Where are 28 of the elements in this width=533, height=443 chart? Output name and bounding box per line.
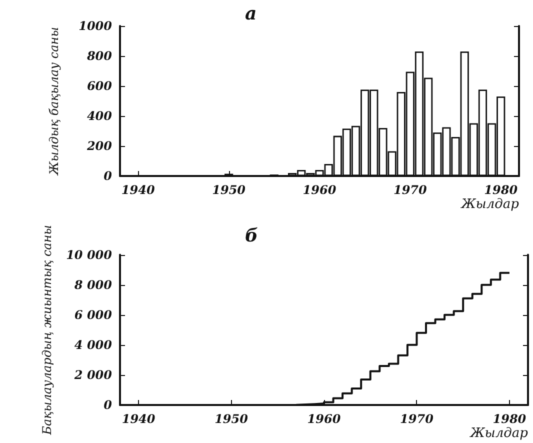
chart-title: а: [245, 4, 257, 24]
y-tick-label: 1000: [78, 19, 113, 33]
y-tick-label: 8 000: [73, 278, 113, 292]
y-tick-label: 200: [86, 139, 113, 153]
y-tick-label: 10 000: [66, 248, 113, 262]
x-tick-label: 1950: [212, 183, 246, 197]
y-tick-label: 0: [104, 398, 113, 412]
y-tick-label: 4 000: [74, 338, 113, 352]
x-tick-label: 1940: [122, 412, 156, 426]
chart-title: б: [245, 226, 258, 246]
x-tick-label: 1960: [302, 183, 337, 197]
x-tick-label: 1970: [400, 412, 434, 426]
y-tick-label: 6 000: [74, 308, 113, 322]
x-tick-label: 1970: [393, 183, 428, 197]
y-axis-title: Бақылаулардың жиынтық саны: [40, 225, 54, 436]
x-tick-label: 1980: [484, 183, 518, 197]
y-axis-title: Жылдық бақылау саны: [47, 27, 61, 176]
x-axis-title: Жылдар: [460, 197, 520, 212]
y-tick-label: 0: [104, 169, 113, 183]
y-tick-label: 400: [86, 109, 113, 123]
x-tick-label: 1940: [121, 183, 156, 197]
y-tick-label: 800: [86, 49, 113, 63]
y-tick-label: 600: [86, 79, 113, 93]
x-tick-label: 1980: [492, 412, 527, 426]
y-tick-label: 2 000: [73, 368, 113, 382]
x-tick-label: 1950: [214, 412, 249, 426]
x-axis-title: Жылдар: [469, 426, 529, 441]
x-tick-label: 1960: [307, 412, 342, 426]
